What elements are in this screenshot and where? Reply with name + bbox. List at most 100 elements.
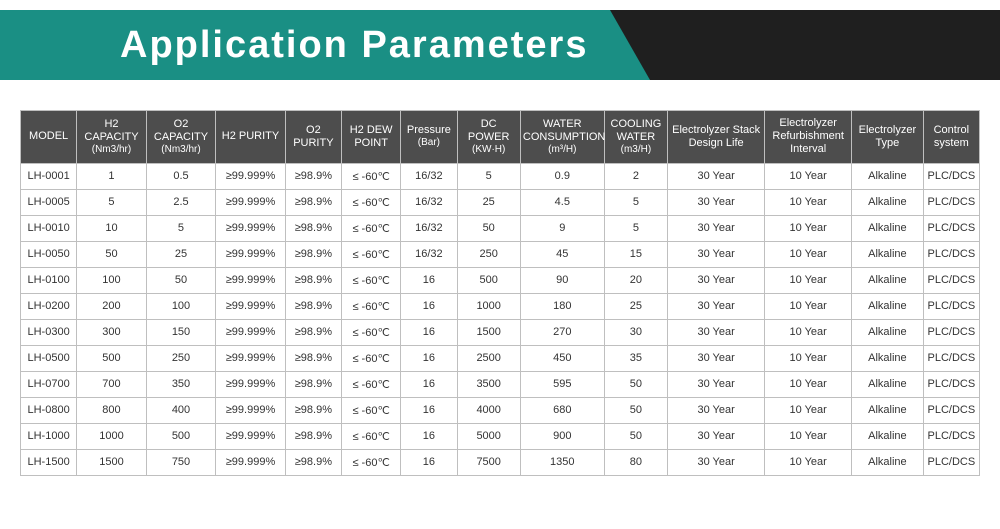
table-cell: Alkaline	[852, 423, 924, 449]
table-cell: PLC/DCS	[923, 267, 979, 293]
table-cell: 1350	[520, 449, 604, 475]
table-cell: 10 Year	[765, 423, 852, 449]
table-cell: Alkaline	[852, 319, 924, 345]
column-sublabel: (Bar)	[403, 137, 454, 149]
table-cell: PLC/DCS	[923, 293, 979, 319]
table-row: LH-010010050≥99.999%≥98.9%≤ -60℃16500902…	[21, 267, 980, 293]
table-cell: 16/32	[401, 241, 457, 267]
table-cell: 30	[604, 319, 667, 345]
table-cell: 30 Year	[668, 449, 765, 475]
table-cell: 30 Year	[668, 241, 765, 267]
table-row: LH-0500500250≥99.999%≥98.9%≤ -60℃1625004…	[21, 345, 980, 371]
table-cell: 10 Year	[765, 215, 852, 241]
column-header: H2 CAPACITY(Nm3/hr)	[77, 111, 147, 164]
table-cell: 25	[604, 293, 667, 319]
table-cell: LH-0050	[21, 241, 77, 267]
table-cell: ≥99.999%	[216, 293, 286, 319]
column-label: Control system	[934, 124, 969, 149]
table-cell: 250	[146, 345, 216, 371]
table-cell: Alkaline	[852, 345, 924, 371]
table-cell: 16	[401, 293, 457, 319]
column-label: O2 CAPACITY	[154, 118, 208, 143]
table-cell: 100	[146, 293, 216, 319]
table-cell: ≥99.999%	[216, 371, 286, 397]
table-cell: ≥99.999%	[216, 267, 286, 293]
column-label: DC POWER	[468, 118, 510, 143]
table-cell: 4000	[457, 397, 520, 423]
table-row: LH-0800800400≥99.999%≥98.9%≤ -60℃1640006…	[21, 397, 980, 423]
table-cell: PLC/DCS	[923, 397, 979, 423]
table-cell: ≤ -60℃	[341, 345, 400, 371]
table-cell: 16/32	[401, 189, 457, 215]
table-cell: 1500	[457, 319, 520, 345]
column-label: H2 PURITY	[222, 130, 279, 142]
column-header: Control system	[923, 111, 979, 164]
column-sublabel: (m³/H)	[523, 144, 602, 156]
table-cell: 680	[520, 397, 604, 423]
table-cell: 750	[146, 449, 216, 475]
column-label: Electrolyzer Refurbishment Interval	[772, 117, 844, 155]
table-cell: 10	[77, 215, 147, 241]
table-cell: 30 Year	[668, 267, 765, 293]
table-cell: 500	[146, 423, 216, 449]
column-header: H2 DEW POINT	[341, 111, 400, 164]
table-cell: ≤ -60℃	[341, 371, 400, 397]
table-cell: LH-0800	[21, 397, 77, 423]
column-header: DC POWER(KW·H)	[457, 111, 520, 164]
column-header: O2 CAPACITY(Nm3/hr)	[146, 111, 216, 164]
table-cell: PLC/DCS	[923, 371, 979, 397]
table-cell: ≥99.999%	[216, 319, 286, 345]
table-cell: 7500	[457, 449, 520, 475]
table-cell: PLC/DCS	[923, 215, 979, 241]
column-label: H2 CAPACITY	[84, 118, 138, 143]
table-row: LH-0300300150≥99.999%≥98.9%≤ -60℃1615002…	[21, 319, 980, 345]
table-cell: PLC/DCS	[923, 241, 979, 267]
table-cell: 900	[520, 423, 604, 449]
table-cell: ≤ -60℃	[341, 319, 400, 345]
table-cell: 30 Year	[668, 345, 765, 371]
column-sublabel: (Nm3/hr)	[79, 144, 144, 156]
table-cell: 10 Year	[765, 345, 852, 371]
table-cell: ≥98.9%	[285, 423, 341, 449]
table-cell: 80	[604, 449, 667, 475]
table-cell: ≤ -60℃	[341, 241, 400, 267]
table-cell: ≥98.9%	[285, 241, 341, 267]
column-header: Pressure(Bar)	[401, 111, 457, 164]
table-row: LH-0700700350≥99.999%≥98.9%≤ -60℃1635005…	[21, 371, 980, 397]
table-cell: 30 Year	[668, 215, 765, 241]
table-cell: 5000	[457, 423, 520, 449]
table-cell: 700	[77, 371, 147, 397]
table-cell: 3500	[457, 371, 520, 397]
table-cell: 1500	[77, 449, 147, 475]
table-cell: ≥99.999%	[216, 397, 286, 423]
table-cell: PLC/DCS	[923, 189, 979, 215]
table-cell: Alkaline	[852, 449, 924, 475]
table-cell: LH-1500	[21, 449, 77, 475]
table-cell: Alkaline	[852, 163, 924, 189]
table-cell: 25	[146, 241, 216, 267]
table-cell: 16	[401, 345, 457, 371]
table-cell: LH-0300	[21, 319, 77, 345]
table-cell: PLC/DCS	[923, 163, 979, 189]
table-cell: 16	[401, 449, 457, 475]
table-cell: 150	[146, 319, 216, 345]
table-cell: 50	[604, 397, 667, 423]
table-cell: 16/32	[401, 163, 457, 189]
table-cell: ≥98.9%	[285, 163, 341, 189]
table-cell: Alkaline	[852, 189, 924, 215]
table-cell: LH-0700	[21, 371, 77, 397]
column-header: H2 PURITY	[216, 111, 286, 164]
table-cell: PLC/DCS	[923, 423, 979, 449]
table-cell: 300	[77, 319, 147, 345]
table-cell: 10 Year	[765, 449, 852, 475]
table-cell: 0.9	[520, 163, 604, 189]
table-cell: 450	[520, 345, 604, 371]
table-cell: 50	[604, 423, 667, 449]
table-cell: 350	[146, 371, 216, 397]
table-cell: 35	[604, 345, 667, 371]
table-cell: LH-1000	[21, 423, 77, 449]
table-cell: 10 Year	[765, 371, 852, 397]
table-body: LH-000110.5≥99.999%≥98.9%≤ -60℃16/3250.9…	[21, 163, 980, 475]
table-cell: 30 Year	[668, 163, 765, 189]
column-label: O2 PURITY	[293, 124, 333, 149]
